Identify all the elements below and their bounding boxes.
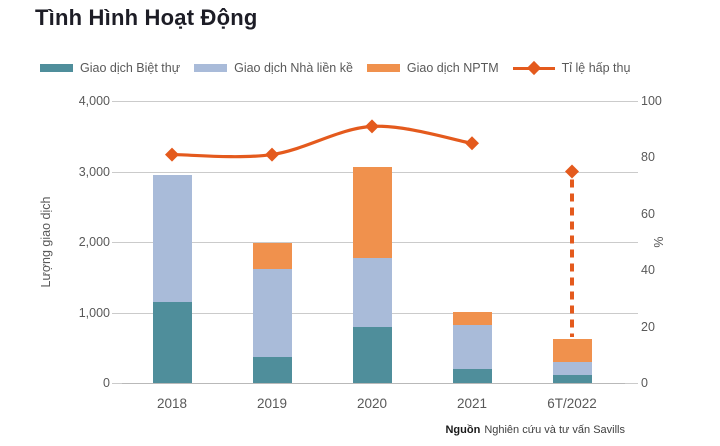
grid-line — [122, 383, 625, 384]
legend-item-ti-le-hap-thu: Tỉ lệ hấp thụ — [512, 60, 631, 76]
right-tick — [625, 383, 638, 384]
legend-line-marker — [512, 60, 555, 76]
bar-segment-nptm — [552, 338, 592, 362]
x-axis-tick-label: 2021 — [456, 396, 488, 411]
bar-segment-biet-thu — [252, 356, 292, 383]
left-tick — [112, 242, 122, 243]
legend-label-biet-thu: Giao dịch Biệt thự — [80, 61, 181, 75]
legend-swatch-biet-thu — [40, 64, 73, 72]
left-tick — [112, 101, 122, 102]
source-label: Nguồn — [445, 424, 481, 436]
left-tick — [112, 312, 122, 314]
legend-diamond-icon — [526, 60, 541, 76]
x-axis-tick-label: 2018 — [156, 396, 188, 411]
bar-segment-nha-lien-ke — [252, 268, 292, 357]
legend-item-nptm: Giao dịch NPTM — [366, 61, 499, 75]
diamond-marker-icon — [265, 147, 279, 162]
diamond-marker-icon — [365, 119, 379, 134]
x-axis-tick-label: 2020 — [356, 396, 388, 411]
legend-swatch-nha-lien-ke — [194, 64, 228, 72]
source-note: Nguồn Nghiên cứu và tư vấn Savills — [0, 424, 625, 436]
legend-item-nha-lien-ke: Giao dịch Nhà liền kề — [194, 61, 353, 75]
bar-segment-nptm — [352, 167, 392, 259]
left-axis-tick-label: 3,000 — [78, 164, 110, 179]
left-axis-tick-label: 4,000 — [78, 94, 110, 108]
source-text: Nghiên cứu và tư vấn Savills — [484, 424, 625, 436]
right-axis-tick-label: 60 — [641, 206, 655, 221]
diamond-marker-icon — [165, 147, 179, 162]
right-tick — [625, 101, 638, 102]
legend-item-biet-thu: Giao dịch Biệt thự — [40, 61, 180, 75]
legend: Giao dịch Biệt thự Giao dịch Nhà liền kề G… — [40, 60, 644, 76]
left-tick — [112, 171, 122, 173]
x-axis-tick-label: 2019 — [256, 396, 288, 411]
bar-segment-nha-lien-ke — [552, 361, 592, 376]
right-axis-tick-label: 40 — [641, 263, 655, 278]
right-tick — [625, 171, 638, 173]
right-axis-tick-label: 100 — [641, 94, 662, 108]
right-axis-tick-label: 0 — [641, 376, 648, 390]
legend-label-nha-lien-ke: Giao dịch Nhà liền kề — [234, 61, 353, 75]
bar-segment-nha-lien-ke — [152, 175, 192, 302]
bar-segment-biet-thu — [152, 301, 192, 383]
bar-segment-nha-lien-ke — [452, 325, 492, 369]
legend-label-ti-le-hap-thu: Tỉ lệ hấp thụ — [561, 61, 631, 75]
bar-segment-nptm — [452, 311, 492, 326]
right-tick — [625, 242, 638, 243]
legend-swatch-nptm — [366, 64, 400, 72]
left-axis-tick-label: 1,000 — [78, 305, 110, 320]
right-axis-tick-label: 80 — [641, 150, 655, 165]
left-axis-tick-label: 2,000 — [78, 235, 110, 249]
absorption-rate-line — [171, 124, 473, 159]
x-axis-tick-label: 6T/2022 — [547, 396, 597, 411]
right-axis-tick-label: 20 — [641, 319, 655, 334]
left-tick — [112, 383, 122, 384]
right-tick — [625, 312, 638, 314]
right-axis-title: % — [652, 236, 666, 248]
bar-segment-biet-thu — [452, 368, 492, 383]
left-axis-tick-label: 0 — [103, 376, 110, 390]
bar-segment-nptm — [252, 243, 292, 269]
chart-title: Tình Hình Hoạt Động — [35, 5, 258, 30]
bar-segment-nha-lien-ke — [352, 258, 392, 327]
grid-line — [122, 101, 625, 102]
left-axis-title: Lượng giao dịch — [39, 196, 53, 288]
diamond-marker-icon — [465, 136, 479, 151]
legend-label-nptm: Giao dịch NPTM — [406, 61, 499, 75]
bar-segment-biet-thu — [552, 375, 592, 383]
bar-segment-biet-thu — [352, 326, 392, 383]
